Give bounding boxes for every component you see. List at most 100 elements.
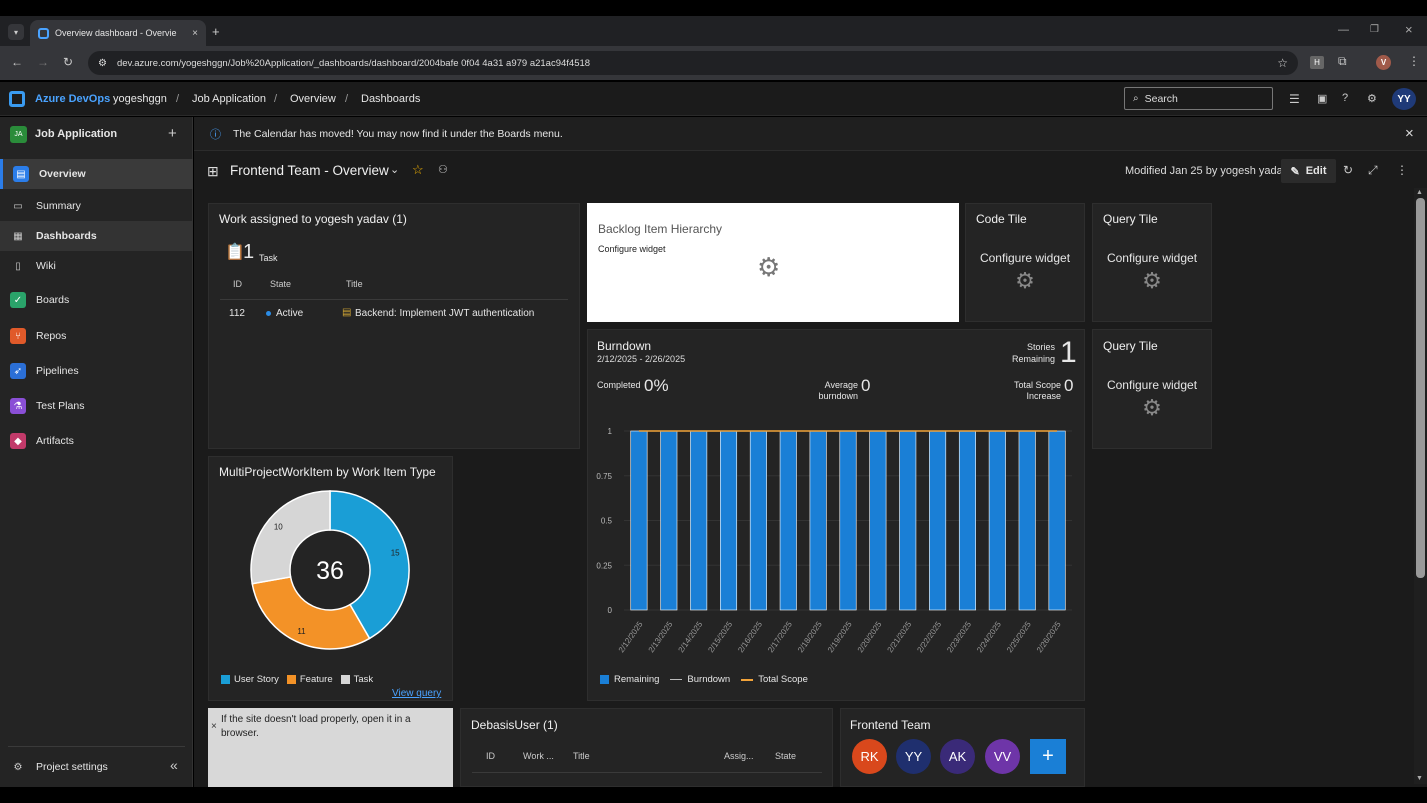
user-settings-icon[interactable]: ⚙	[1367, 93, 1377, 105]
bookmark-star-icon[interactable]: ☆	[1277, 56, 1288, 70]
scrollbar-thumb[interactable]	[1416, 198, 1425, 578]
work-assigned-title[interactable]: Work assigned to yogesh yadav (1)	[219, 212, 407, 226]
column-header-title[interactable]: Title	[346, 279, 363, 289]
sidebar-item-summary[interactable]: ▭ Summary	[0, 192, 193, 220]
remaining-bar[interactable]	[1048, 430, 1066, 611]
collapse-sidebar-icon[interactable]: «	[170, 757, 178, 773]
team-title[interactable]: Frontend Team	[850, 718, 931, 732]
add-team-member-button[interactable]: +	[1030, 739, 1066, 774]
user-avatar[interactable]: YY	[1392, 88, 1416, 110]
maximize-icon[interactable]: ❐	[1370, 24, 1379, 35]
sidebar-item-artifacts[interactable]: ◆ Artifacts	[0, 426, 193, 456]
forward-icon[interactable]: →	[37, 55, 49, 69]
site-info-icon[interactable]: ⚙	[98, 57, 107, 69]
work-item-type-pie-chart: 15 11 10 36	[250, 490, 410, 650]
sidebar-item-test-plans[interactable]: ⚗ Test Plans	[0, 391, 193, 421]
column-header-title[interactable]: Title	[573, 751, 590, 761]
team-member-avatar[interactable]: AK	[940, 739, 975, 774]
tooltip-close-icon[interactable]: ×	[211, 721, 217, 732]
reload-icon[interactable]: ↻	[63, 55, 74, 69]
banner-close-icon[interactable]: ×	[1405, 125, 1414, 142]
remaining-bar[interactable]	[779, 430, 797, 611]
remaining-bar[interactable]	[660, 430, 678, 611]
sidebar-item-wiki[interactable]: ▯ Wiki	[0, 252, 193, 280]
column-header-assigned[interactable]: Assig...	[724, 751, 754, 761]
refresh-icon[interactable]: ↻	[1343, 163, 1354, 177]
remaining-bar[interactable]	[630, 430, 648, 611]
remaining-bar[interactable]	[958, 430, 976, 611]
breadcrumb-project[interactable]: Job Application	[192, 93, 266, 105]
column-header-work-item-type[interactable]: Work ...	[523, 751, 554, 761]
extension-h-icon[interactable]: H	[1310, 56, 1324, 69]
x-tick-label: 2/26/2025	[1035, 620, 1063, 655]
help-icon[interactable]: ?	[1342, 92, 1349, 104]
address-bar[interactable]: ⚙ dev.azure.com/yogeshggn/Job%20Applicat…	[88, 51, 1298, 75]
column-header-state[interactable]: State	[775, 751, 797, 761]
row-title-link[interactable]: Backend: Implement JWT authentication	[355, 308, 535, 319]
remaining-bar[interactable]	[929, 430, 947, 611]
pie-slice[interactable]	[251, 576, 371, 650]
back-icon[interactable]: ←	[11, 55, 23, 69]
team-members-icon[interactable]: ⚇	[438, 164, 448, 176]
browser-menu-icon[interactable]: ⋮	[1408, 54, 1420, 68]
work-items-icon[interactable]: ☰	[1289, 92, 1300, 106]
fullscreen-icon[interactable]: ⤢	[1368, 163, 1378, 177]
code-tile-configure-link[interactable]: Configure widget	[979, 251, 1071, 265]
burndown-title[interactable]: Burndown	[597, 339, 652, 353]
sidebar-item-dashboards[interactable]: ▦ Dashboards	[0, 221, 193, 251]
dashboard-title[interactable]: Frontend Team - Overview	[230, 163, 389, 178]
brand-link[interactable]: Azure DevOps	[35, 93, 111, 105]
query-tile-configure-link[interactable]: Configure widget	[1106, 378, 1198, 392]
remaining-bar[interactable]	[749, 430, 767, 611]
sidebar-item-overview[interactable]: ▤ Overview	[0, 159, 193, 189]
window-close-icon[interactable]: ×	[1405, 22, 1413, 37]
sidebar-item-repos[interactable]: ⑂ Repos	[0, 321, 193, 351]
team-member-avatar[interactable]: YY	[896, 739, 931, 774]
project-settings-link[interactable]: ⚙ Project settings	[0, 752, 193, 782]
new-tab-button[interactable]: +	[212, 24, 220, 39]
team-member-avatar[interactable]: RK	[852, 739, 887, 774]
marketplace-bag-icon[interactable]: ▣	[1317, 93, 1328, 105]
more-options-icon[interactable]: ⋮	[1396, 163, 1408, 177]
new-item-button[interactable]: +	[168, 125, 177, 142]
favorite-star-icon[interactable]: ☆	[412, 162, 424, 177]
remaining-bar[interactable]	[1018, 430, 1036, 611]
pie-chart-title[interactable]: MultiProjectWorkItem by Work Item Type	[219, 465, 436, 479]
edit-button[interactable]: ✎ Edit	[1281, 159, 1336, 183]
query-tile-configure-link[interactable]: Configure widget	[1106, 251, 1198, 265]
remaining-bar[interactable]	[809, 430, 827, 611]
dashboard-picker-chevron-icon[interactable]: ⌄	[390, 164, 400, 176]
x-tick-label: 2/19/2025	[826, 620, 854, 655]
column-header-state[interactable]: State	[270, 279, 292, 289]
breadcrumb-dashboards[interactable]: Dashboards	[361, 93, 421, 105]
view-query-link[interactable]: View query	[392, 688, 442, 699]
breadcrumb-org[interactable]: yogeshggn	[113, 93, 167, 105]
remaining-bar[interactable]	[720, 430, 738, 611]
remaining-bar[interactable]	[690, 430, 708, 611]
column-header-id[interactable]: ID	[486, 751, 495, 761]
scroll-up-icon[interactable]: ▲	[1416, 189, 1423, 196]
team-member-avatar[interactable]: VV	[985, 739, 1020, 774]
browser-tab[interactable]: Overview dashboard - Overvie ×	[30, 20, 206, 46]
tab-list-icon[interactable]: ▾	[8, 24, 24, 40]
extensions-puzzle-icon[interactable]: ⧉	[1338, 54, 1347, 68]
search-input[interactable]: ⌕ Search	[1124, 87, 1273, 110]
remaining-bar[interactable]	[988, 430, 1006, 611]
scroll-down-icon[interactable]: ▼	[1416, 775, 1423, 782]
pie-slice[interactable]	[329, 490, 410, 640]
close-tab-icon[interactable]: ×	[192, 27, 198, 39]
column-header-id[interactable]: ID	[233, 279, 242, 289]
pie-slice[interactable]	[250, 490, 331, 585]
remaining-bar[interactable]	[899, 430, 917, 611]
remaining-bar[interactable]	[869, 430, 887, 611]
remaining-bar[interactable]	[839, 430, 857, 611]
debasis-title[interactable]: DebasisUser (1)	[471, 718, 558, 732]
breadcrumb-overview[interactable]: Overview	[290, 93, 336, 105]
backlog-configure-link[interactable]: Configure widget	[598, 244, 666, 254]
minimize-icon[interactable]: —	[1338, 24, 1349, 36]
sidebar-item-pipelines[interactable]: ➶ Pipelines	[0, 356, 193, 386]
project-name[interactable]: Job Application	[35, 128, 118, 140]
sidebar-item-boards[interactable]: ✓ Boards	[0, 285, 193, 315]
browser-profile-avatar[interactable]: V	[1376, 55, 1391, 70]
azure-devops-logo-icon[interactable]	[9, 91, 25, 107]
